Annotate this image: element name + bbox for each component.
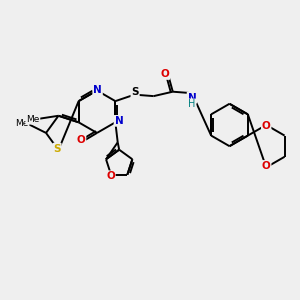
Text: O: O [262, 122, 271, 131]
Text: Me: Me [15, 119, 28, 128]
Text: O: O [262, 161, 271, 171]
Text: N: N [93, 85, 102, 94]
Text: O: O [160, 69, 169, 79]
Text: S: S [53, 144, 61, 154]
Text: S: S [131, 87, 139, 97]
Text: O: O [77, 135, 85, 145]
Text: N: N [188, 93, 196, 103]
Text: Me: Me [26, 115, 40, 124]
Text: N: N [115, 116, 123, 126]
Text: H: H [188, 99, 196, 110]
Text: O: O [106, 171, 115, 181]
